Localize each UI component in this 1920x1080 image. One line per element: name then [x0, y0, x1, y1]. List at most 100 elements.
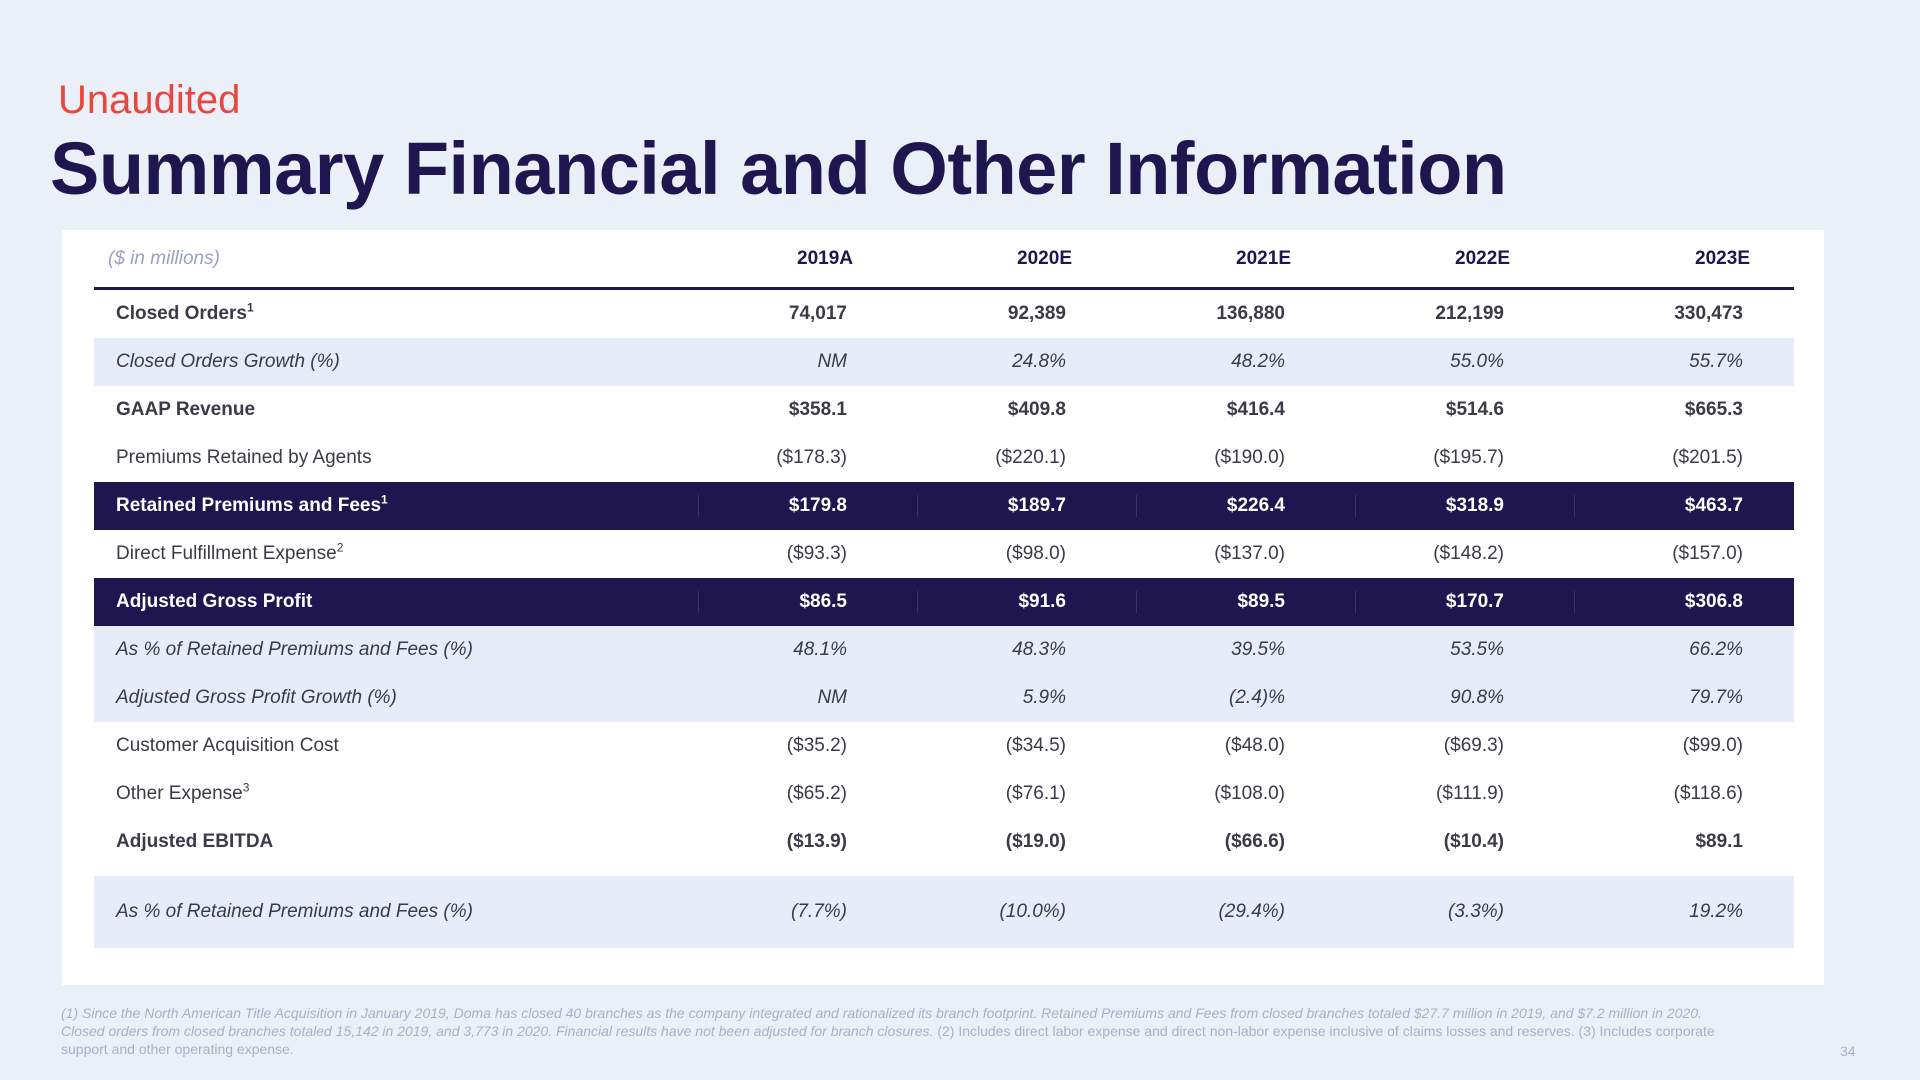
table-row-agp-margin: As % of Retained Premiums and Fees (%) 4…: [94, 626, 1794, 674]
table-row-ebitda-margin: As % of Retained Premiums and Fees (%) (…: [94, 876, 1794, 948]
row-label: Customer Acquisition Cost: [116, 735, 339, 756]
row-label-text: Other Expense: [116, 783, 243, 804]
table-cell: (2.4)%: [1229, 687, 1285, 708]
table-cell: ($99.0): [1682, 735, 1743, 756]
table-cell: $409.8: [1007, 399, 1066, 420]
table-cell: 24.8%: [1012, 351, 1066, 372]
table-cell: 79.7%: [1689, 687, 1743, 708]
table-cell: 136,880: [1216, 303, 1285, 324]
table-cell: 19.2%: [1689, 901, 1743, 922]
table-cell: $665.3: [1684, 399, 1743, 420]
table-cell: 74,017: [788, 303, 847, 324]
page-number: 34: [1840, 1043, 1856, 1059]
row-label-text: Closed Orders: [116, 303, 247, 324]
financial-table: ($ in millions) 2019A 2020E 2021E 2022E …: [94, 230, 1794, 948]
row-label-text: Direct Fulfillment Expense: [116, 543, 337, 564]
footnotes: (1) Since the North American Title Acqui…: [61, 1004, 1741, 1058]
row-label: Direct Fulfillment Expense2: [94, 540, 698, 565]
table-cell: ($118.6): [1673, 783, 1743, 804]
table-cell: ($220.1): [995, 447, 1066, 468]
row-label: As % of Retained Premiums and Fees (%): [116, 901, 473, 922]
row-label: Closed Orders1: [94, 300, 698, 325]
table-row-other-expense: Other Expense3 ($65.2) ($76.1) ($108.0) …: [94, 770, 1794, 818]
table-cell: ($35.2): [786, 735, 847, 756]
footnote-part1: (1) Since the North American Title Acqui…: [61, 1005, 1702, 1039]
table-cell: ($13.9): [786, 831, 847, 852]
table-row-adjusted-gross-profit: Adjusted Gross Profit $86.5 $91.6 $89.5 …: [94, 578, 1794, 626]
table-cell: $189.7: [917, 495, 1136, 517]
column-header: 2021E: [1236, 247, 1291, 269]
table-cell: ($34.5): [1005, 735, 1066, 756]
table-cell: ($178.3): [776, 447, 847, 468]
row-label: GAAP Revenue: [116, 399, 256, 420]
footnote-ref: 2: [336, 540, 344, 555]
table-cell: 48.1%: [793, 639, 847, 660]
row-label: Retained Premiums and Fees1: [94, 492, 698, 517]
table-row-closed-orders: Closed Orders1 74,017 92,389 136,880 212…: [94, 290, 1794, 338]
row-label: Adjusted Gross Profit: [116, 591, 313, 612]
table-cell: $91.6: [917, 591, 1136, 613]
table-cell: ($148.2): [1433, 543, 1504, 564]
row-label: Premiums Retained by Agents: [116, 447, 372, 468]
table-cell: $179.8: [698, 495, 917, 517]
table-cell: 53.5%: [1450, 639, 1504, 660]
table-cell: $514.6: [1445, 399, 1504, 420]
table-cell: 48.3%: [1012, 639, 1066, 660]
table-cell: (10.0%): [999, 901, 1066, 922]
page-title: Summary Financial and Other Information: [50, 127, 1507, 210]
table-row-direct-fulfillment: Direct Fulfillment Expense2 ($93.3) ($98…: [94, 530, 1794, 578]
table-cell: $86.5: [698, 591, 917, 613]
column-header: 2023E: [1695, 247, 1750, 269]
table-cell: $226.4: [1136, 495, 1355, 517]
table-cell: ($137.0): [1214, 543, 1285, 564]
table-cell: 66.2%: [1689, 639, 1743, 660]
table-cell: ($98.0): [1005, 543, 1066, 564]
table-row-agp-growth: Adjusted Gross Profit Growth (%) NM 5.9%…: [94, 674, 1794, 722]
table-cell: ($48.0): [1224, 735, 1285, 756]
footnote-ref: 3: [242, 780, 250, 795]
table-cell: ($157.0): [1672, 543, 1743, 564]
table-cell: ($65.2): [786, 783, 847, 804]
table-cell: ($10.4): [1443, 831, 1504, 852]
table-cell: 5.9%: [1022, 687, 1066, 708]
table-cell: 212,199: [1435, 303, 1504, 324]
table-cell: (7.7%): [791, 901, 847, 922]
table-cell: $416.4: [1226, 399, 1285, 420]
column-header: 2022E: [1455, 247, 1510, 269]
row-label: Adjusted EBITDA: [116, 831, 274, 852]
table-row-customer-acquisition: Customer Acquisition Cost ($35.2) ($34.5…: [94, 722, 1794, 770]
row-label-text: Retained Premiums and Fees: [116, 495, 382, 516]
table-cell: ($69.3): [1443, 735, 1504, 756]
table-cell: 55.0%: [1450, 351, 1504, 372]
table-cell: (3.3%): [1448, 901, 1504, 922]
table-cell: NM: [817, 687, 847, 708]
table-cell: 92,389: [1007, 303, 1066, 324]
table-row-premiums-retained: Premiums Retained by Agents ($178.3) ($2…: [94, 434, 1794, 482]
column-header: 2020E: [1017, 247, 1072, 269]
table-cell: $318.9: [1355, 495, 1574, 517]
table-row-adjusted-ebitda: Adjusted EBITDA ($13.9) ($19.0) ($66.6) …: [94, 818, 1794, 866]
unit-label: ($ in millions): [108, 247, 220, 269]
table-cell: $89.1: [1695, 831, 1743, 852]
table-row-retained-premiums: Retained Premiums and Fees1 $179.8 $189.…: [94, 482, 1794, 530]
table-cell: 55.7%: [1689, 351, 1743, 372]
row-label: Adjusted Gross Profit Growth (%): [116, 687, 397, 708]
table-cell: 39.5%: [1231, 639, 1285, 660]
table-cell: $89.5: [1136, 591, 1355, 613]
column-header: 2019A: [797, 247, 853, 269]
table-cell: ($19.0): [1005, 831, 1066, 852]
table-cell: NM: [817, 351, 847, 372]
table-cell: ($190.0): [1214, 447, 1285, 468]
table-header-row: ($ in millions) 2019A 2020E 2021E 2022E …: [94, 230, 1794, 290]
table-cell: ($66.6): [1224, 831, 1285, 852]
table-cell: (29.4%): [1218, 901, 1285, 922]
footnote-ref: 1: [381, 492, 388, 507]
table-cell: ($195.7): [1433, 447, 1504, 468]
table-cell: ($76.1): [1005, 783, 1066, 804]
table-cell: $170.7: [1355, 591, 1574, 613]
table-cell: ($201.5): [1672, 447, 1743, 468]
footnote-ref: 1: [246, 300, 254, 315]
row-label: Other Expense3: [94, 780, 698, 805]
table-cell: ($111.9): [1436, 783, 1504, 804]
table-cell: $358.1: [788, 399, 847, 420]
